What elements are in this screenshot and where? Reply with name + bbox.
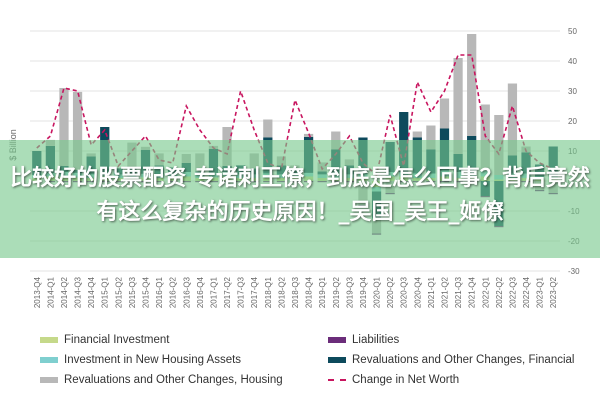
bar-revaluations-and-other-changes-housing (480, 104, 490, 171)
x-tick-label: 2023-Q2 (549, 276, 558, 308)
x-tick-label: 2020-Q1 (373, 276, 382, 308)
x-tick-label: 2021-Q1 (427, 276, 436, 308)
x-tick-label: 2016-Q3 (182, 276, 191, 308)
legend-item-investment-new-housing: Investment in New Housing Assets (40, 354, 241, 366)
x-tick-label: 2016-Q1 (155, 276, 164, 308)
legend-swatch (40, 377, 58, 383)
x-tick-label: 2019-Q1 (318, 276, 327, 308)
x-tick-label: 2020-Q4 (413, 276, 422, 308)
x-tick-label: 2018-Q1 (264, 276, 273, 308)
legend-item-revaluations-financial: Revaluations and Other Changes, Financia… (328, 354, 574, 366)
legend-item-liabilities: Liabilities (328, 334, 399, 346)
x-tick-label: 2014-Q4 (87, 276, 96, 308)
bar-revaluations-and-other-changes-housing (439, 98, 450, 129)
x-tick-label: 2018-Q4 (305, 276, 314, 308)
x-tick-label: 2022-Q3 (508, 276, 517, 308)
legend-swatch (328, 337, 346, 343)
x-tick-label: 2015-Q2 (114, 276, 123, 308)
x-tick-label: 2014-Q1 (46, 276, 55, 308)
x-tick-label: 2013-Q4 (33, 276, 42, 308)
bar-revaluations-and-other-changes-housing (467, 34, 477, 136)
y-tick-label: 20 (568, 117, 577, 126)
x-tick-label: 2022-Q4 (522, 276, 531, 308)
x-tick-label: 2016-Q4 (196, 276, 205, 308)
x-tick-label: 2016-Q2 (169, 276, 178, 308)
y-tick-label: -30 (568, 267, 580, 276)
x-tick-label: 2021-Q3 (454, 276, 463, 308)
bar-revaluations-and-other-changes-housing (426, 125, 436, 150)
x-tick-label: 2015-Q1 (101, 276, 110, 308)
x-tick-label: 2018-Q2 (277, 276, 286, 308)
legend-item-change-net-worth: Change in Net Worth (328, 374, 459, 386)
x-tick-label: 2019-Q4 (359, 276, 368, 308)
legend-dash-line (328, 379, 346, 381)
x-tick-label: 2014-Q2 (60, 276, 69, 308)
bar-revaluations-and-other-changes-housing (263, 119, 273, 138)
x-tick-label: 2015-Q3 (128, 276, 137, 308)
bar-revaluations-and-other-changes-housing (412, 131, 422, 138)
x-tick-label: 2022-Q1 (481, 276, 490, 308)
chart-legend: Financial Investment Liabilities Investm… (40, 334, 580, 394)
x-tick-labels: 2013-Q4 2014-Q1 2014-Q2 2014-Q3 2014-Q4 2015-… (33, 276, 558, 308)
y-tick-label: 30 (568, 87, 577, 96)
x-tick-label: 2019-Q2 (332, 276, 341, 308)
bar-revaluations-and-other-changes-housing (303, 133, 314, 137)
overlay-headline: 比较好的股票配资 专诸刺王僚，到底是怎么回事？背后竟然有这么复杂的历史原因！_吴… (10, 166, 590, 225)
x-tick-label: 2014-Q3 (74, 276, 83, 308)
overlay-banner: 比较好的股票配资 专诸刺王僚，到底是怎么回事？背后竟然有这么复杂的历史原因！_吴… (0, 140, 600, 258)
x-tick-label: 2019-Q3 (345, 276, 354, 308)
y-tick-label: 50 (568, 27, 577, 36)
legend-label: Financial Investment (64, 334, 170, 346)
legend-label: Revaluations and Other Changes, Financia… (352, 354, 575, 366)
x-tick-label: 2017-Q2 (223, 276, 232, 308)
x-tick-label: 2020-Q2 (386, 276, 395, 308)
legend-swatch (328, 357, 346, 363)
legend-item-revaluations-housing: Revaluations and Other Changes, Housing (40, 374, 283, 386)
y-tick-label: 40 (568, 57, 577, 66)
x-tick-label: 2022-Q2 (495, 276, 504, 308)
bar-revaluations-and-other-changes-housing (507, 83, 518, 156)
legend-item-financial-investment: Financial Investment (40, 334, 169, 346)
legend-label: Liabilities (352, 334, 400, 346)
legend-label: Investment in New Housing Assets (64, 354, 242, 366)
x-tick-label: 2017-Q1 (209, 276, 218, 308)
x-tick-label: 2015-Q4 (142, 276, 151, 308)
x-tick-label: 2017-Q3 (237, 276, 246, 308)
legend-label: Revaluations and Other Changes, Housing (64, 374, 283, 386)
x-tick-label: 2017-Q4 (250, 276, 259, 308)
bar-revaluations-and-other-changes-housing (72, 91, 83, 170)
legend-swatch (40, 357, 58, 363)
legend-label: Change in Net Worth (352, 374, 460, 386)
x-tick-label: 2020-Q3 (400, 276, 409, 308)
bar-revaluations-and-other-changes-housing (453, 58, 463, 154)
x-tick-label: 2021-Q2 (440, 276, 449, 308)
x-tick-label: 2018-Q3 (291, 276, 300, 308)
x-tick-label: 2021-Q4 (468, 276, 477, 308)
bar-revaluations-and-other-changes-housing (59, 88, 69, 166)
legend-swatch (40, 337, 58, 343)
x-tick-label: 2023-Q1 (536, 276, 545, 308)
